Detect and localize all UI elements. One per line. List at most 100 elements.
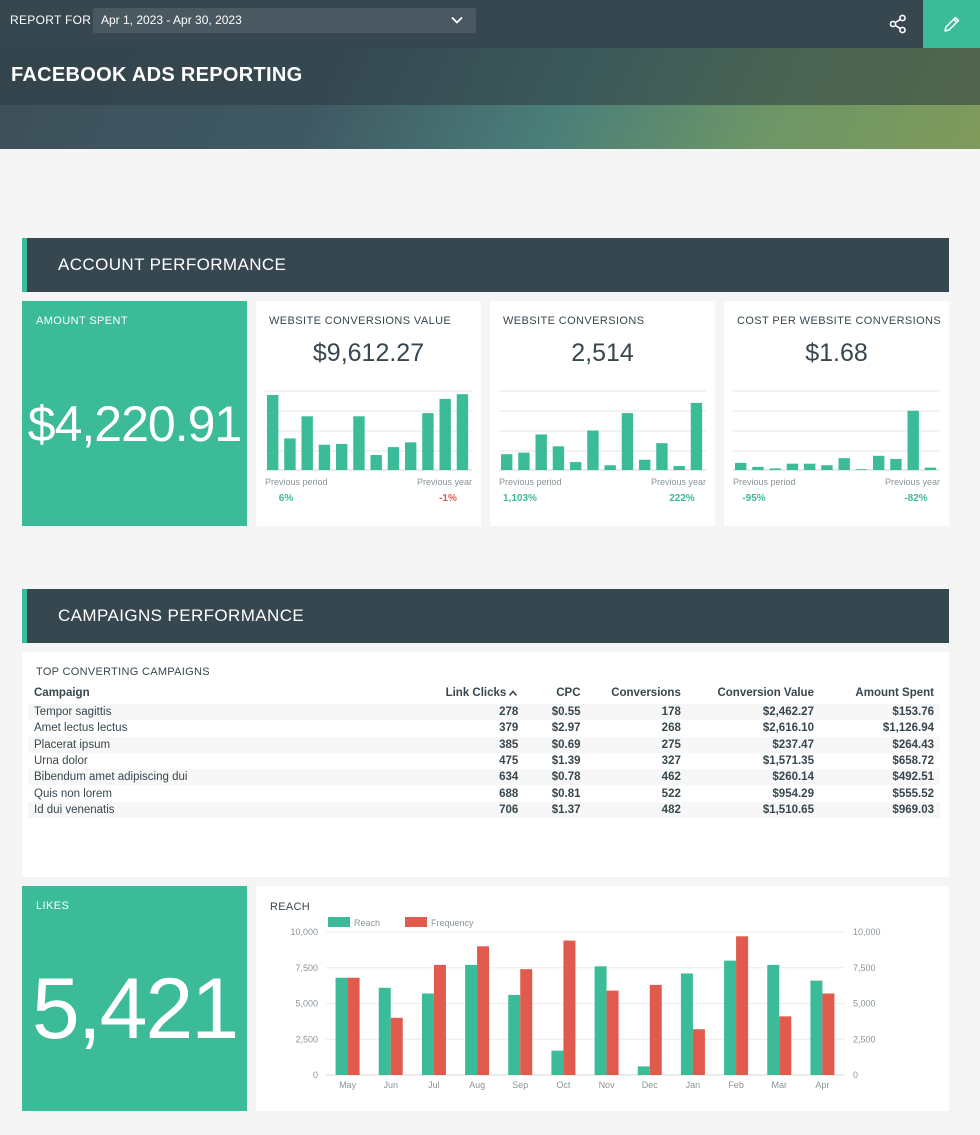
- bar-frequency[interactable]: [390, 1017, 403, 1075]
- previous-period-change: 6%: [278, 493, 294, 504]
- legend-label[interactable]: Frequency: [431, 918, 474, 928]
- conversions-cell: 327: [661, 755, 681, 768]
- sparkline-bar: [353, 416, 365, 470]
- y-tick-label-left: 10,000: [290, 927, 318, 937]
- conversion-value-cell: $237.47: [686, 736, 820, 753]
- sparkline-bar: [656, 443, 668, 470]
- campaign-name-cell: Urna dolor: [34, 755, 88, 768]
- sparkline-bar: [855, 469, 868, 470]
- bar-reach[interactable]: [465, 964, 478, 1075]
- bar-frequency[interactable]: [649, 984, 662, 1075]
- bar-frequency[interactable]: [347, 977, 360, 1075]
- x-tick-label: Oct: [556, 1080, 571, 1090]
- previous-period-label: Previous period: [733, 477, 796, 487]
- bar-reach[interactable]: [767, 964, 780, 1075]
- x-tick-label: Jul: [428, 1080, 440, 1090]
- bar-frequency[interactable]: [433, 964, 446, 1075]
- sparkline-bar: [535, 434, 547, 470]
- x-tick-label: Mar: [772, 1080, 788, 1090]
- share-icon: [889, 14, 906, 34]
- bar-frequency[interactable]: [563, 940, 576, 1075]
- table-row: Urna dolor 475 $1.39 327 $1,571.35 $658.…: [28, 753, 940, 769]
- top-campaigns-card: TOP CONVERTING CAMPAIGNS Campaign Link C…: [22, 652, 949, 877]
- campaigns-table: Campaign Link Clicks CPC Conversions Con…: [28, 684, 940, 819]
- y-tick-label-right: 0: [853, 1070, 858, 1080]
- amount-spent-cell: $264.43: [819, 736, 940, 753]
- legend-swatch: [405, 917, 427, 927]
- table-row: Amet lectus lectus 379 $2.97 268 $2,616.…: [28, 720, 940, 736]
- sparkline-bar: [786, 463, 799, 470]
- column-header-cpc[interactable]: CPC: [556, 687, 581, 699]
- table-row: Placerat ipsum 385 $0.69 275 $237.47 $26…: [28, 736, 940, 753]
- sparkline-bar: [587, 430, 599, 470]
- sparkline-chart: [499, 390, 706, 471]
- column-header-amount-spent[interactable]: Amount Spent: [855, 687, 934, 699]
- kpi-value: 2,514: [571, 339, 634, 367]
- bar-reach[interactable]: [421, 993, 434, 1075]
- bar-reach[interactable]: [724, 960, 737, 1075]
- amount-spent-cell: $969.03: [819, 801, 940, 819]
- conversion-value-cell: $2,616.10: [762, 722, 814, 735]
- table-header-row: Campaign Link Clicks CPC Conversions Con…: [28, 684, 940, 704]
- sparkline-bar: [439, 398, 451, 470]
- bar-frequency[interactable]: [520, 969, 533, 1075]
- column-header-link-clicks[interactable]: Link Clicks: [415, 684, 524, 704]
- column-header-label: Link Clicks: [445, 687, 507, 699]
- column-header-conversions[interactable]: Conversions: [611, 687, 681, 699]
- campaign-name-cell: Bibendum amet adipiscing dui: [28, 769, 416, 786]
- kpi-card-conversions-value: WEBSITE CONVERSIONS VALUE $9,612.27 Prev…: [256, 301, 481, 526]
- table-title: TOP CONVERTING CAMPAIGNS: [36, 666, 210, 678]
- bar-frequency[interactable]: [779, 1016, 792, 1075]
- sparkline-bar: [804, 463, 816, 470]
- page-title: FACEBOOK ADS REPORTING: [11, 64, 303, 86]
- link-clicks-cell: 475: [499, 755, 519, 768]
- cpc-cell: $1.37: [524, 801, 587, 819]
- sparkline-bar: [890, 458, 902, 470]
- bar-frequency[interactable]: [606, 990, 619, 1075]
- link-clicks-cell: 688: [499, 787, 519, 800]
- bar-frequency[interactable]: [736, 936, 749, 1075]
- bar-reach[interactable]: [378, 987, 391, 1075]
- x-tick-label: Dec: [642, 1080, 659, 1090]
- amount-spent-value: $4,220.91: [27, 396, 242, 452]
- y-tick-label-right: 2,500: [853, 1034, 876, 1044]
- reach-chart: REACH Reach Frequency 0 0 2,500 2,500 5,000 5,00…: [270, 901, 881, 1090]
- previous-year-change: -1%: [439, 493, 457, 504]
- x-tick-label: Sep: [512, 1080, 528, 1090]
- kpi-label: WEBSITE CONVERSIONS VALUE: [269, 315, 452, 327]
- kpi-value: $9,612.27: [312, 339, 425, 367]
- edit-button[interactable]: [923, 0, 980, 48]
- x-tick-label: May: [339, 1080, 357, 1090]
- conversion-value-cell: $1,571.35: [762, 755, 814, 768]
- bar-reach[interactable]: [335, 977, 348, 1075]
- bar-frequency[interactable]: [692, 1029, 705, 1075]
- table-row: Tempor sagittis 278 $0.55 178 $2,462.27 …: [28, 704, 940, 721]
- y-tick-label-right: 10,000: [853, 927, 881, 937]
- sparkline-bar: [838, 458, 850, 470]
- sparkline-bar: [735, 462, 747, 470]
- column-header-campaign[interactable]: Campaign: [34, 687, 90, 699]
- legend-label[interactable]: Reach: [354, 918, 380, 928]
- campaign-name-cell: Id dui venenatis: [28, 801, 416, 819]
- amount-spent-cell: $555.52: [892, 787, 934, 800]
- date-range-select[interactable]: Apr 1, 2023 - Apr 30, 2023: [93, 8, 476, 33]
- column-header-conversion-value[interactable]: Conversion Value: [717, 687, 814, 699]
- conversions-cell: 268: [661, 722, 681, 735]
- bar-reach[interactable]: [594, 966, 607, 1075]
- kpi-card-cost-per-conversion: COST PER WEBSITE CONVERSIONS $1.68 Previ…: [724, 301, 949, 526]
- conversions-cell: 482: [586, 801, 687, 819]
- bar-reach[interactable]: [637, 1066, 650, 1075]
- sparkline-chart: [265, 390, 472, 471]
- bar-frequency[interactable]: [822, 993, 835, 1075]
- campaign-name-cell: Quis non lorem: [34, 787, 112, 800]
- conversion-value-cell: $954.29: [772, 787, 814, 800]
- bar-reach[interactable]: [508, 994, 521, 1075]
- bar-frequency[interactable]: [477, 946, 490, 1075]
- bar-reach[interactable]: [810, 980, 823, 1075]
- sparkline-bar: [518, 452, 530, 470]
- bar-reach[interactable]: [551, 1050, 564, 1075]
- section-title: CAMPAIGNS PERFORMANCE: [58, 606, 305, 625]
- bar-reach[interactable]: [680, 973, 693, 1075]
- share-button[interactable]: [874, 0, 922, 48]
- conversions-cell: 275: [586, 736, 687, 753]
